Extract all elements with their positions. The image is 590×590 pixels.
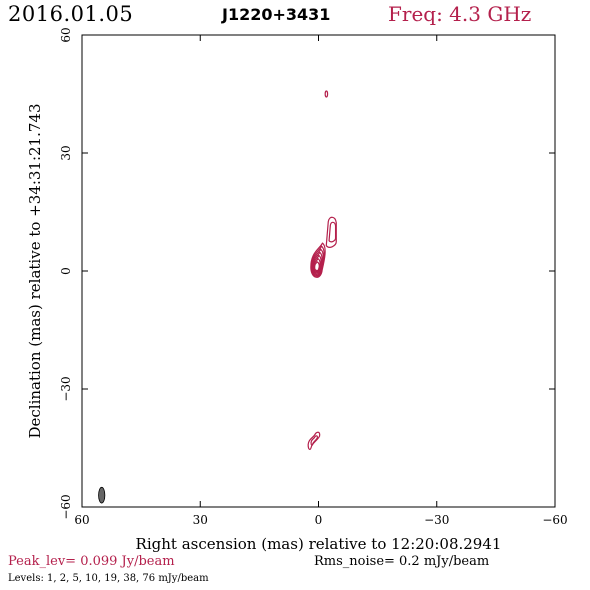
y-tick-label: 0	[59, 267, 73, 275]
rms-noise-text: Rms_noise= 0.2 mJy/beam	[314, 554, 490, 569]
y-tick-label: 30	[59, 145, 73, 160]
source-name: J1220+3431	[222, 5, 331, 24]
north-blob-contour	[324, 90, 329, 98]
core-contour	[311, 248, 324, 276]
x-tick-label: 60	[74, 513, 89, 527]
y-tick-label: 60	[59, 27, 73, 42]
x-tick-label: 0	[315, 513, 323, 527]
core-contour	[312, 251, 323, 275]
y-tick-label: −60	[59, 494, 73, 519]
jet-knot-contour	[325, 216, 337, 248]
jet-knot-contour	[328, 221, 337, 243]
beam-ellipse	[98, 486, 106, 504]
core-contour	[310, 245, 325, 277]
axis-ticks	[81, 34, 556, 508]
core-contour	[312, 254, 322, 274]
y-tick-label: −30	[59, 376, 73, 401]
restoring-beam	[98, 486, 106, 504]
contour-levels-text: Levels: 1, 2, 5, 10, 19, 38, 76 mJy/beam	[8, 573, 209, 584]
south-blob-contour	[307, 431, 321, 451]
core-contour	[310, 242, 326, 278]
south-blob-contour	[310, 435, 318, 446]
contour-lines	[307, 90, 337, 451]
frequency-label: Freq: 4.3 GHz	[388, 2, 532, 26]
x-axis-title: Right ascension (mas) relative to 12:20:…	[136, 535, 502, 553]
core-contour	[314, 261, 320, 272]
y-axis-title: Declination (mas) relative to +34:31:21.…	[26, 103, 44, 438]
peak-level-text: Peak_lev= 0.099 Jy/beam	[8, 554, 175, 569]
x-tick-label: −60	[542, 513, 567, 527]
x-tick-label: 30	[193, 513, 208, 527]
observation-date: 2016.01.05	[8, 2, 134, 26]
core-contour	[313, 258, 321, 273]
x-tick-label: −30	[424, 513, 449, 527]
